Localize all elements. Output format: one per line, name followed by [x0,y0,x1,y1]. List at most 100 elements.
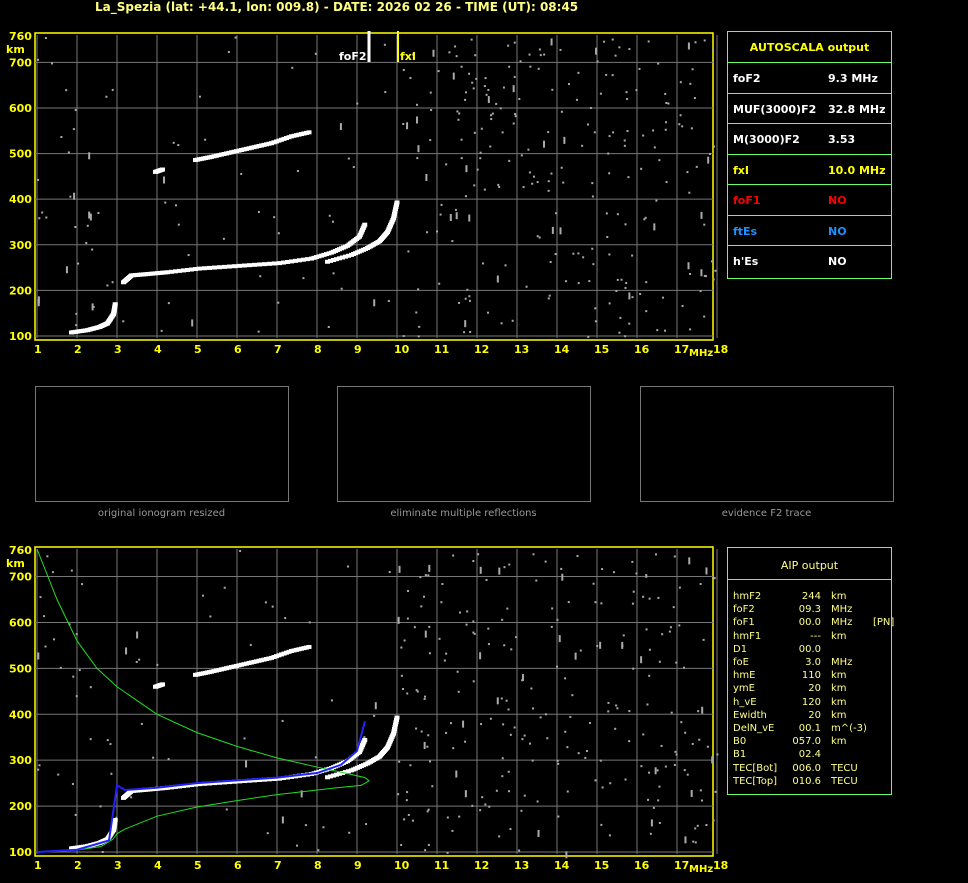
noise-dot [657,62,660,65]
noise-dot [479,652,482,660]
noise-dot [600,823,603,826]
trace-point [306,644,312,649]
noise-dot [446,851,449,854]
noise-dot [507,770,510,773]
noise-dot [521,738,524,741]
noise-dot [44,645,47,648]
noise-dot [700,211,703,219]
noise-dot [632,667,635,670]
trace-point [277,261,282,266]
noise-dot [631,602,634,605]
y-tick-label: 500 [9,662,32,675]
noise-dot [536,800,539,803]
trace-point [197,782,202,787]
noise-dot [427,808,430,811]
noise-dot [402,687,405,690]
noise-dot [347,157,350,160]
x-tick-label: 10 [394,343,410,356]
noise-dot [606,235,609,238]
noise-dot [567,601,570,604]
noise-dot [373,714,376,717]
noise-dot [549,261,552,264]
noise-dot [577,752,580,755]
aip-table: AIP output hmF2 244 km foF2 09.3 MHz foF1 00.0 M… [727,547,894,795]
noise-dot [452,747,455,750]
aip-cell: hmE [733,670,756,682]
trace-point [337,771,342,776]
noise-dot [701,799,704,802]
noise-dot [594,779,597,782]
noise-dot [273,216,276,219]
trace-point [343,254,348,259]
noise-dot [660,744,663,747]
noise-dot [505,699,508,702]
aip-cell: m^(-3) [831,723,867,734]
noise-dot [661,296,664,299]
noise-dot [400,646,403,649]
noise-dot [454,45,457,48]
trace-point [343,770,348,775]
noise-dot [81,583,84,586]
noise-dot [455,770,458,778]
trace-point [202,266,207,271]
noise-dot [106,739,109,742]
x-axis-label: MHz [689,348,713,359]
noise-dot [402,68,405,71]
noise-dot [555,665,558,668]
noise-dot [417,145,420,153]
noise-dot [291,66,294,69]
noise-dot [340,287,343,290]
noise-dot [480,127,483,130]
noise-dot [531,759,534,762]
noise-dot [428,652,431,655]
noise-dot [471,81,474,84]
noise-dot [426,745,429,748]
y-tick-label: 200 [9,800,32,813]
noise-dot [686,773,689,776]
trace-point [277,776,282,781]
aip-cell: 09.3 [798,604,821,616]
noise-dot [239,550,242,553]
trace-point [325,259,330,264]
caption-evidence: evidence F2 trace [721,508,812,519]
x-tick-label: 10 [394,859,410,872]
noise-dot [678,586,681,589]
noise-dot [664,92,667,95]
aip-cell: 02.4 [798,749,821,761]
noise-dot [430,109,433,112]
aip-cell: km [831,683,847,695]
noise-dot [257,210,260,213]
noise-dot [692,840,695,843]
noise-dot [569,715,572,718]
noise-dot [511,319,514,322]
noise-dot [642,595,645,598]
x-tick-label: 12 [474,859,489,872]
noise-dot [694,41,697,44]
noise-dot [501,757,504,760]
noise-dot [619,316,622,319]
noise-dot [513,726,516,729]
trace-point [165,785,170,790]
noise-dot [140,722,143,725]
param-value: NO [828,194,847,207]
noise-dot [560,110,563,113]
noise-dot [445,731,448,734]
noise-dot [460,65,463,68]
noise-dot [532,175,535,178]
trace-point [181,783,186,788]
noise-dot [584,756,587,759]
noise-dot [616,278,619,281]
noise-dot [456,670,459,673]
noise-dot [465,623,468,626]
noise-dot [402,335,405,338]
x-tick-label: 8 [314,859,322,872]
noise-dot [605,73,608,76]
noise-dot [109,743,112,746]
x-tick-label: 14 [554,859,570,872]
noise-dot [328,214,331,217]
noise-dot [412,53,415,56]
trace-point [217,780,222,785]
noise-dot [37,299,40,307]
noise-dot [668,630,671,633]
noise-dot [428,564,431,572]
